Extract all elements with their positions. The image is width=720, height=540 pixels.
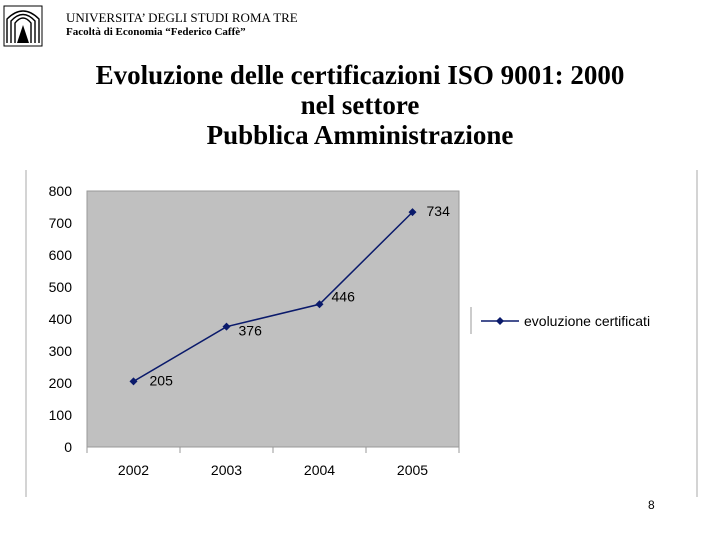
y-tick-label-100: 100 xyxy=(49,407,73,423)
data-point-2003 xyxy=(222,322,231,331)
y-tick-label-800: 800 xyxy=(49,183,73,199)
x-tick-label-2005: 2005 xyxy=(397,462,428,478)
legend-marker xyxy=(496,317,504,325)
y-tick-label-200: 200 xyxy=(49,375,73,391)
data-label-2002: 205 xyxy=(150,372,174,388)
data-label-2004: 446 xyxy=(332,288,356,304)
university-name: UNIVERSITA’ DEGLI STUDI ROMA TRE xyxy=(66,10,298,25)
series-line-0 xyxy=(133,211,414,383)
university-logo-icon xyxy=(3,5,43,47)
y-tick-label-700: 700 xyxy=(49,215,73,231)
data-point-2005 xyxy=(408,208,417,217)
legend-label: evoluzione certificati xyxy=(524,313,650,329)
x-tick-label-2003: 2003 xyxy=(211,462,242,478)
y-tick-label-300: 300 xyxy=(49,343,73,359)
slide-title: Evoluzione delle certificazioni ISO 9001… xyxy=(0,60,720,150)
plot-area xyxy=(86,190,460,448)
y-tick-label-500: 500 xyxy=(49,279,73,295)
y-tick-label-0: 0 xyxy=(64,439,72,455)
university-header: UNIVERSITA’ DEGLI STUDI ROMA TRE Facoltà… xyxy=(66,10,298,40)
y-tick-label-600: 600 xyxy=(49,247,73,263)
x-tick-label-2004: 2004 xyxy=(304,462,335,478)
faculty-name: Facoltà di Economia “Federico Caffè” xyxy=(66,26,246,38)
title-line-2: nel settore xyxy=(300,90,420,120)
data-label-2003: 376 xyxy=(239,323,263,339)
x-tick-label-2002: 2002 xyxy=(118,462,149,478)
title-line-1: Evoluzione delle certificazioni ISO 9001… xyxy=(95,60,625,90)
y-tick-label-400: 400 xyxy=(49,311,73,327)
data-label-2005: 734 xyxy=(427,203,451,219)
page-number: 8 xyxy=(648,498,655,512)
data-point-2004 xyxy=(315,300,324,309)
title-line-3: Pubblica Amministrazione xyxy=(206,120,514,150)
data-point-2002 xyxy=(129,377,138,386)
